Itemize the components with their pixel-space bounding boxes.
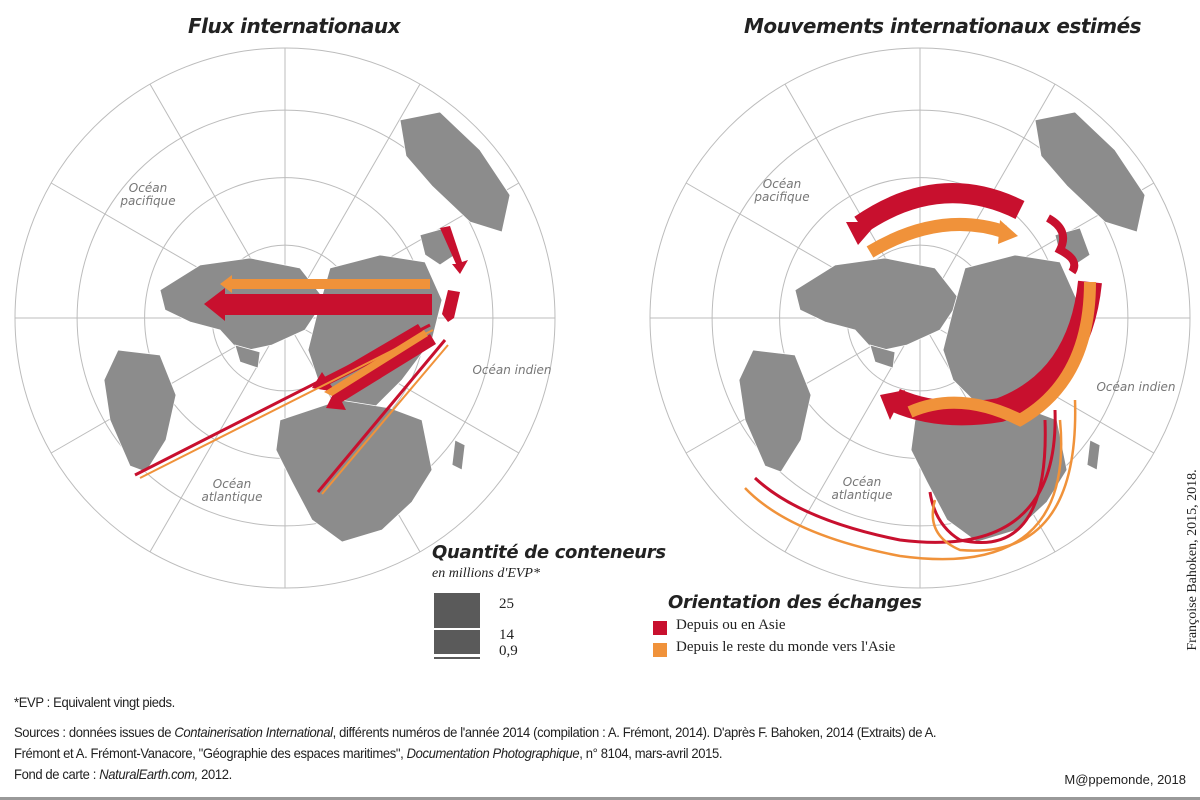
legend-bar-0.9 xyxy=(434,657,480,659)
legend-swatch-red xyxy=(653,621,667,635)
flow-arrow-orange xyxy=(220,275,430,293)
legend-value: 14 xyxy=(499,627,514,643)
legend-value: 0,9 xyxy=(499,643,518,659)
ocean-label-indian: Océan indien xyxy=(1096,380,1176,394)
arrowhead xyxy=(846,222,878,245)
flow-arrow-red-vertical xyxy=(440,226,468,274)
arrowhead xyxy=(998,220,1018,244)
sources-line-3: Fond de carte : NaturalEarth.com, 2012. xyxy=(14,766,232,782)
flow-orange-atlantic xyxy=(744,419,1063,561)
flow-orange-europe-asia xyxy=(907,281,1096,427)
text: 2012. xyxy=(197,766,232,782)
arrowhead xyxy=(880,390,905,420)
text: , différents numéros de l'année 2014 (co… xyxy=(332,724,937,740)
flow-red-africa xyxy=(928,419,1047,544)
left-map-title: Flux internationaux xyxy=(188,14,400,38)
graticule-meridian xyxy=(784,317,921,553)
flow-red-east-asia xyxy=(1045,214,1079,275)
text: , n° 8104, mars-avril 2015. xyxy=(579,745,723,761)
flow-arc-orange-pacific xyxy=(866,218,1008,258)
text: Fond de carte : xyxy=(14,766,100,782)
flow-arrow-red-diag2 xyxy=(326,334,436,410)
left-map xyxy=(14,47,556,589)
ocean-label-pacific: Océan pacifique xyxy=(120,181,176,208)
ocean-label-pacific: Océan pacifique xyxy=(754,177,810,204)
flow-arrow-red-large xyxy=(204,288,432,321)
flow-line-red-africa xyxy=(316,339,447,493)
legend-value: 25 xyxy=(499,596,514,612)
sources-line-1: Sources : données issues de Containerisa… xyxy=(14,724,937,740)
ocean-label-atlantic: Océan atlantique xyxy=(831,475,893,502)
author-credit-text: Françoise Bahoken, 2015, 2018. xyxy=(1185,469,1200,651)
flow-red-atlantic xyxy=(753,409,1057,544)
maps-canvas xyxy=(14,47,1191,589)
text: Documentation Photographique xyxy=(406,745,580,761)
legend-bar-25 xyxy=(434,593,480,628)
legend-bar-14 xyxy=(434,630,480,654)
flow-line-red xyxy=(134,323,431,477)
text: Containerisation International xyxy=(174,724,333,740)
flow-arrows xyxy=(134,226,468,495)
flow-line-orange-africa xyxy=(321,344,449,495)
legend-item: Depuis le reste du monde vers l'Asie xyxy=(676,639,896,655)
flow-line-orange xyxy=(139,329,434,479)
graticule-meridian xyxy=(149,317,286,553)
text: Sources : données issues de xyxy=(14,724,175,740)
right-map xyxy=(649,47,1191,589)
legend-title: Orientation des échanges xyxy=(668,592,922,613)
text: NaturalEarth.com, xyxy=(99,766,198,782)
bottom-border xyxy=(0,797,1200,800)
legend-item: Depuis ou en Asie xyxy=(676,617,786,633)
text: Frémont et A. Frémont-Vanacore, "Géograp… xyxy=(14,745,407,761)
ocean-label-indian: Océan indien xyxy=(472,363,552,377)
flow-arc-red-pacific xyxy=(854,183,1025,234)
flow-arrows xyxy=(744,183,1102,561)
legend-subtitle: en millions d'EVP* xyxy=(432,566,540,581)
right-map-title: Mouvements internationaux estimés xyxy=(744,14,1142,38)
flow-arrow-red-down xyxy=(442,290,460,322)
legend-swatch-orange xyxy=(653,643,667,657)
footnote: *EVP : Equivalent vingt pieds. xyxy=(14,694,175,710)
ocean-label-atlantic: Océan atlantique xyxy=(201,477,263,504)
flow-orange-africa xyxy=(931,399,1077,552)
legend-title: Quantité de conteneurs xyxy=(432,542,666,563)
landmass xyxy=(103,111,511,543)
publisher: M@ppemonde, 2018 xyxy=(1064,772,1186,787)
sources-line-2: Frémont et A. Frémont-Vanacore, "Géograp… xyxy=(14,745,722,761)
